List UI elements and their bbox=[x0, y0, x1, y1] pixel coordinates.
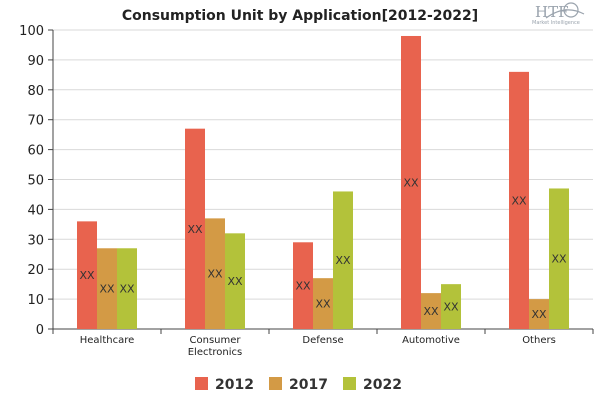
y-tick-label: 0 bbox=[36, 323, 44, 338]
x-tick-label: Automotive bbox=[402, 335, 460, 346]
bar-2012 bbox=[401, 35, 421, 329]
data-label: XX bbox=[99, 283, 115, 296]
legend-label-2017: 2017 bbox=[289, 377, 328, 393]
bar-2012 bbox=[509, 71, 529, 330]
x-tick-label-line: Automotive bbox=[402, 335, 460, 346]
data-label: XX bbox=[207, 268, 223, 281]
y-tick-label: 70 bbox=[27, 114, 44, 129]
bar-2022 bbox=[333, 191, 353, 329]
y-tick-label: 100 bbox=[19, 24, 44, 39]
x-tick-label-line: Others bbox=[522, 335, 556, 346]
y-tick-label: 50 bbox=[27, 174, 44, 189]
bar-2017 bbox=[205, 218, 225, 329]
x-tick-label: Defense bbox=[302, 335, 343, 346]
data-label: XX bbox=[335, 254, 351, 267]
y-tick-label: 80 bbox=[27, 84, 44, 99]
bar-2017 bbox=[421, 293, 441, 329]
bar-2017 bbox=[97, 248, 117, 329]
legend-swatch-2012 bbox=[195, 377, 208, 390]
bars bbox=[77, 35, 569, 330]
chart-title: Consumption Unit by Application[2012-202… bbox=[122, 8, 478, 24]
data-label: XX bbox=[423, 305, 439, 318]
data-label: XX bbox=[119, 283, 135, 296]
logo-swoosh-icon bbox=[545, 9, 585, 19]
data-label: XX bbox=[187, 223, 203, 236]
data-label: XX bbox=[295, 280, 311, 293]
bar-2022 bbox=[117, 248, 137, 329]
y-tick-label: 30 bbox=[27, 233, 44, 248]
legend: 2012 2017 2022 bbox=[195, 377, 402, 393]
legend-label-2022: 2022 bbox=[363, 377, 402, 393]
bar-2017 bbox=[529, 299, 549, 329]
data-label: XX bbox=[531, 308, 547, 321]
data-label: XX bbox=[551, 253, 567, 266]
y-axis-ticks: 0 10 20 30 40 50 60 70 80 90 100 bbox=[19, 24, 53, 338]
bar-2017 bbox=[313, 278, 333, 329]
x-tick-label-line: Consumer bbox=[190, 335, 242, 346]
x-axis-ticks: Healthcare Consumer Electronics Defense Auto… bbox=[52, 329, 594, 358]
y-tick-label: 20 bbox=[27, 263, 44, 278]
logo-subtitle: Market Intelligence bbox=[532, 20, 580, 26]
bar-2022 bbox=[225, 233, 245, 329]
bar-2012 bbox=[77, 221, 97, 329]
y-tick-label: 10 bbox=[27, 293, 44, 308]
x-tick-label: Consumer Electronics bbox=[188, 335, 243, 358]
y-tick-label: 40 bbox=[27, 203, 44, 218]
grid-lines bbox=[53, 29, 593, 300]
data-labels: XX XX XX XX XX XX XX XX XX XX XX XX XX XX XX bbox=[79, 176, 567, 321]
bar-2012 bbox=[185, 128, 205, 329]
logo-text: HTF bbox=[535, 3, 569, 21]
bar-2012 bbox=[293, 242, 313, 329]
x-tick-label: Others bbox=[522, 335, 556, 346]
htf-logo: HTF Market Intelligence bbox=[532, 2, 585, 26]
data-label: XX bbox=[511, 194, 527, 207]
data-label: XX bbox=[403, 176, 419, 189]
bar-2022 bbox=[549, 188, 569, 329]
y-tick-label: 90 bbox=[27, 54, 44, 69]
legend-swatch-2022 bbox=[343, 377, 356, 390]
data-label: XX bbox=[315, 298, 331, 311]
x-tick-label: Healthcare bbox=[80, 335, 135, 346]
legend-label-2012: 2012 bbox=[215, 377, 254, 393]
data-label: XX bbox=[443, 301, 459, 314]
y-tick-label: 60 bbox=[27, 144, 44, 159]
bar-2022 bbox=[441, 284, 461, 329]
x-tick-label-line: Defense bbox=[302, 335, 343, 346]
data-label: XX bbox=[227, 275, 243, 288]
x-tick-label-line: Healthcare bbox=[80, 335, 135, 346]
data-label: XX bbox=[79, 269, 95, 282]
x-tick-label-line: Electronics bbox=[188, 347, 243, 358]
legend-swatch-2017 bbox=[269, 377, 282, 390]
